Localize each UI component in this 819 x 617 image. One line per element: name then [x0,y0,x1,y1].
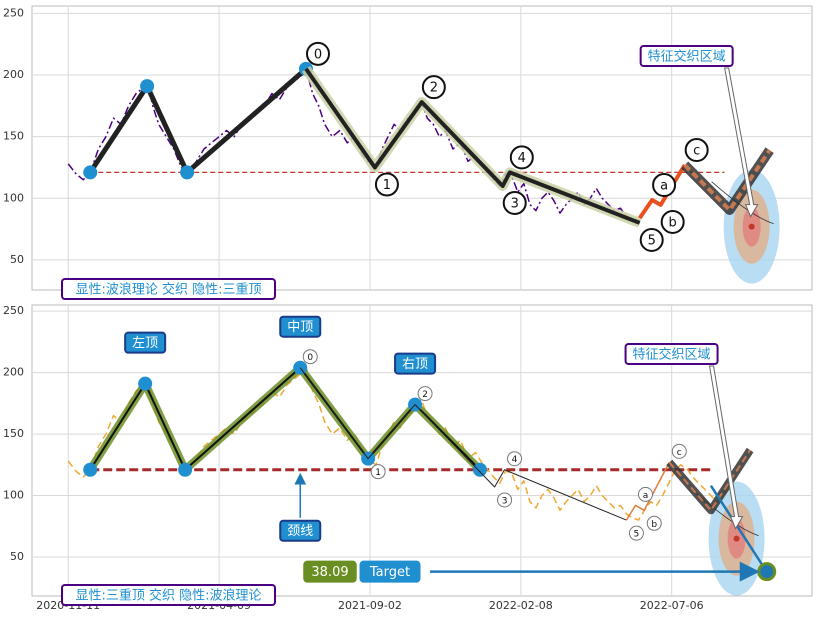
wave-label-circle [507,451,523,467]
wave-label: c [677,448,682,458]
wave-label: 1 [383,178,391,193]
neckline-label-box [279,519,322,542]
wave-label-circle [646,515,662,531]
x-tick-label: 2021-09-02 [338,599,402,612]
wave-label: 4 [512,455,518,465]
y-tick-label: 50 [10,550,24,563]
wave-label: 2 [430,81,438,96]
target-label: Target [369,565,410,580]
wave-label-circle [421,75,446,100]
y-tick-label: 100 [3,191,24,204]
zone-arrow [724,67,759,218]
pivot [83,165,98,180]
caption: 显性:波浪理论 交织 隐性:三重顶 [75,282,261,298]
wave-label-circle [497,492,513,508]
wave-label-circle [370,464,386,480]
series-line [299,367,627,521]
neckline-label: 颈线 [287,524,313,539]
wave-label-circle [660,209,685,234]
caption-box [61,584,276,606]
wave-label-circle [509,145,534,170]
wave-label-circle [671,443,687,459]
series-line [625,462,670,521]
wave-label: 0 [307,353,313,363]
wave-label: 1 [375,468,381,478]
y-tick-label: 250 [3,304,24,317]
wave-label-circle [637,486,653,502]
zone-label: 特征交织区域 [633,347,711,363]
pivot [472,462,487,477]
peak-label: 左顶 [132,336,158,351]
x-tick-label: 2022-02-08 [489,599,553,612]
series-line [709,485,768,573]
zone-curve [711,181,774,225]
wave-label: c [693,144,700,159]
zone-arrow [708,365,744,530]
wave-label: 0 [314,47,322,62]
wave-label-circle [684,138,709,163]
x-tick-label: 2022-07-06 [640,599,704,612]
peak-label-box [394,352,437,375]
peak-label: 中顶 [287,320,313,335]
zone-label: 特征交织区域 [648,49,726,65]
zone-label-box [639,45,734,67]
y-tick-label: 150 [3,427,24,440]
zone-center [748,223,755,230]
wave-label-circle [502,190,527,215]
caption: 显性:三重顶 交织 隐性:波浪理论 [75,588,261,604]
series-line [88,67,308,175]
peak-label-box [124,331,167,354]
pivot [140,79,155,94]
pivot [180,165,195,180]
pivot [178,462,193,477]
peak-label-box [279,315,322,338]
wave-label: 5 [648,233,656,248]
caption-box [61,278,276,300]
y-tick-label: 50 [10,253,24,266]
wave-label-circle [639,227,664,252]
wave-label-circle [305,41,330,66]
pivot [83,462,98,477]
y-tick-label: 200 [3,366,24,379]
wave-label: 3 [511,196,519,211]
target-value: 38.09 [311,565,348,580]
wave-label: 4 [518,151,526,166]
y-tick-label: 100 [3,489,24,502]
wave-label: a [660,179,668,194]
target-point [757,562,777,582]
wave-label-circle [628,525,644,541]
wave-label: a [643,491,649,501]
wave-label: b [669,215,677,230]
series-line [304,67,641,225]
zone-label-box [624,343,719,365]
zone-center [733,535,740,542]
wave-label-circle [417,386,433,402]
target-value-box [303,560,357,583]
wave-label: 2 [422,390,428,400]
wave-label-circle [302,349,318,365]
peak-label: 右顶 [402,357,428,372]
y-tick-label: 250 [3,6,24,19]
y-tick-label: 150 [3,130,24,143]
wave-label-circle [374,172,399,197]
series-line [683,149,772,212]
y-tick-label: 200 [3,68,24,81]
wave-label: b [651,520,657,530]
wave-label: 3 [502,496,508,506]
pivot [138,376,153,391]
series-line [668,449,751,512]
wave-label-circle [652,173,677,198]
wave-label: 5 [634,530,640,540]
target-label-box [359,560,421,583]
